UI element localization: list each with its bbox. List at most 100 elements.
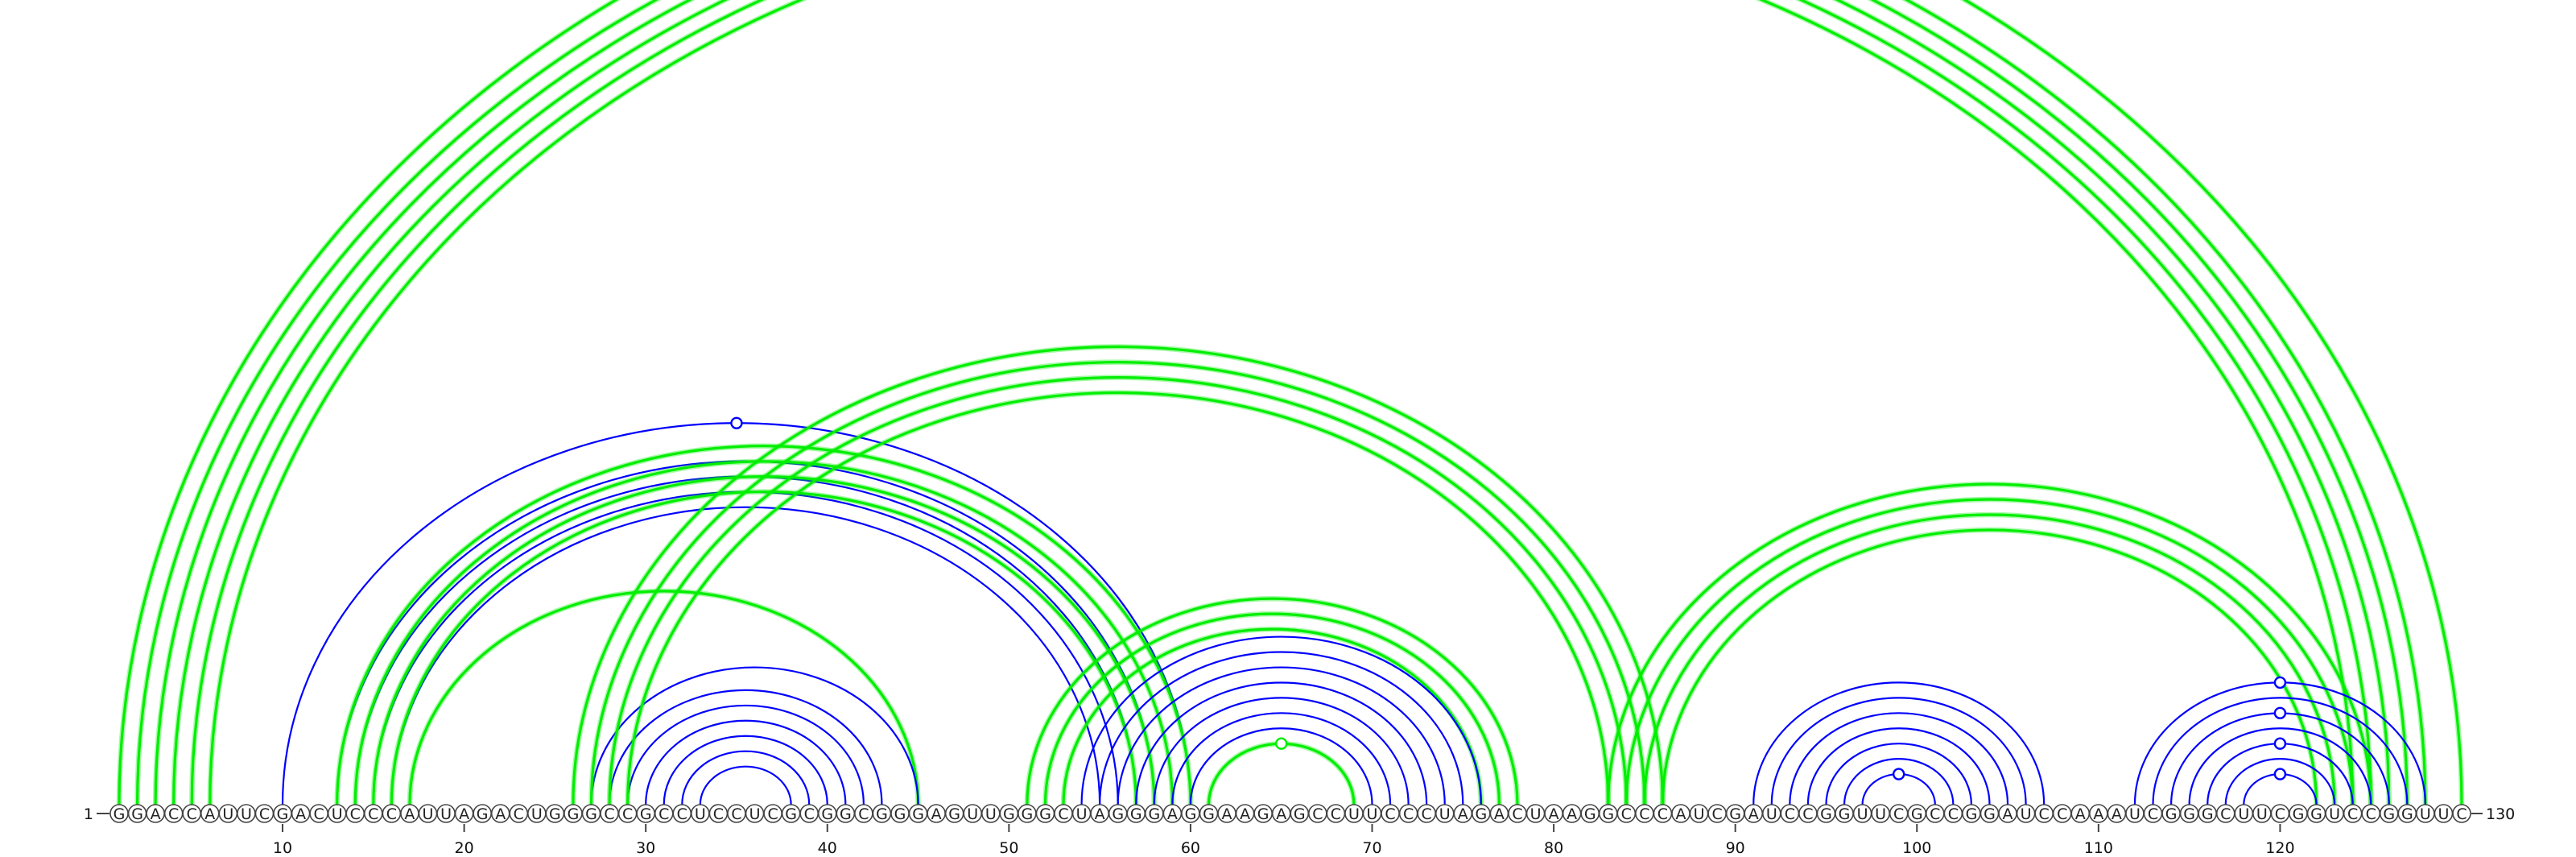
- arc-structure_b-26-86: [572, 346, 1665, 805]
- end-label: 130: [2486, 805, 2515, 823]
- nucleotide-letter: C: [1657, 805, 1668, 823]
- nucleotide-111: A: [2107, 804, 2127, 823]
- nucleotide-letter: U: [749, 805, 761, 823]
- nucleotide-18: U: [418, 804, 438, 823]
- arc-structure_a-96-102: [1843, 758, 1955, 805]
- nucleotide-5: C: [182, 804, 202, 823]
- nucleotide-letter: C: [2366, 805, 2376, 823]
- nucleotide-letter: U: [2129, 805, 2140, 823]
- nucleotide-letter: U: [423, 805, 434, 823]
- nucleotide-123: U: [2325, 804, 2344, 823]
- arc-structure_a-58-72: [1153, 697, 1410, 805]
- nucleotide-37: C: [763, 804, 782, 823]
- arc-green-61-69-glow: [1206, 741, 1357, 805]
- nucleotide-7: U: [218, 804, 238, 823]
- nucleotide-59: A: [1162, 804, 1183, 823]
- nucleotide-letter: G: [2165, 805, 2178, 823]
- nucleotide-letter: C: [259, 805, 270, 823]
- nucleotide-68: C: [1326, 804, 1346, 823]
- arc-structure_b-3-127: [154, 0, 2409, 805]
- nucleotide-letter: G: [1584, 805, 1596, 823]
- arc-apex-marker-97-101: [1892, 768, 1905, 780]
- nucleotide-letter: G: [948, 805, 960, 823]
- tick-label-20: 20: [455, 839, 474, 857]
- nucleotide-44: G: [890, 804, 910, 823]
- nucleotide-letter: A: [1276, 805, 1286, 823]
- nucleotide-letter: C: [514, 805, 524, 823]
- nucleotide-64: G: [1253, 804, 1273, 823]
- nucleotide-112: U: [2125, 804, 2145, 823]
- nucleotide-letter: U: [1766, 805, 1777, 823]
- nucleotide-80: A: [1544, 804, 1563, 823]
- nucleotide-124: C: [2343, 804, 2363, 823]
- nucleotide-letter: C: [1930, 805, 1940, 823]
- nucleotide-24: U: [527, 804, 547, 823]
- tick-label-40: 40: [818, 839, 837, 857]
- nucleotide-52: G: [1035, 804, 1055, 823]
- nucleotide-letter: G: [549, 805, 561, 823]
- nucleotide-letter: G: [2310, 805, 2322, 823]
- nucleotide-letter: U: [2256, 805, 2268, 823]
- nucleotide-letter: U: [2438, 805, 2449, 823]
- nucleotide-letter: C: [2220, 805, 2231, 823]
- nucleotide-letter: G: [1294, 805, 1306, 823]
- nucleotide-35: C: [727, 804, 746, 823]
- nucleotide-98: U: [1871, 804, 1890, 823]
- nucleotide-circle: [2452, 804, 2471, 823]
- nucleotide-77: A: [1489, 804, 1509, 823]
- nucleotide-2: G: [127, 804, 147, 823]
- nucleotide-47: G: [944, 804, 964, 823]
- tick-label-30: 30: [636, 839, 655, 857]
- nucleotide-letter: G: [1039, 805, 1051, 823]
- nucleotide-letter: G: [1602, 805, 1614, 823]
- nucleotide-letter: C: [804, 805, 815, 823]
- arc-apex-marker-114-126: [2273, 706, 2287, 720]
- nucleotide-126: G: [2379, 804, 2399, 823]
- arc-structure_a-57-73: [1135, 681, 1428, 805]
- nucleotide-65: A: [1271, 804, 1291, 823]
- arc-green-28-84-glow: [606, 375, 1629, 805]
- nucleotide-74: U: [1435, 804, 1455, 823]
- nucleotide-55: A: [1090, 804, 1109, 823]
- nucleotide-43: G: [872, 804, 892, 823]
- arc-green-86-122-glow: [1662, 530, 2316, 805]
- arc-structure_a-91-107: [1752, 681, 2046, 805]
- nucleotide-letter: C: [858, 805, 869, 823]
- nucleotide-21: G: [473, 804, 492, 823]
- nucleotide-106: U: [2016, 804, 2036, 823]
- nucleotide-90: G: [1725, 804, 1745, 823]
- nucleotide-letter: C: [1948, 805, 1959, 823]
- nucleotide-letter: A: [2093, 805, 2103, 823]
- nucleotide-91: A: [1744, 804, 1764, 823]
- nucleotide-10: G: [273, 804, 292, 823]
- nucleotide-letter: C: [2347, 805, 2358, 823]
- nucleotide-93: C: [1780, 804, 1800, 823]
- nucleotide-letter: G: [131, 805, 143, 823]
- nucleotide-letter: A: [404, 805, 415, 823]
- arc-structure_a-59-71: [1171, 712, 1392, 805]
- nucleotide-letter: C: [2148, 805, 2158, 823]
- nucleotide-66: G: [1290, 804, 1310, 823]
- nucleotide-27: G: [581, 804, 601, 823]
- nucleotide-letter: G: [1820, 805, 1832, 823]
- nucleotide-letter: G: [1112, 805, 1124, 823]
- nucleotide-letter: C: [2275, 805, 2285, 823]
- nucleotide-61: G: [1199, 804, 1219, 823]
- arc-structure_b-6-124: [208, 0, 2355, 805]
- nucleotide-letter: A: [495, 805, 506, 823]
- nucleotide-letter: C: [1403, 805, 1414, 823]
- nucleotide-letter: A: [931, 805, 942, 823]
- nucleotide-letter: G: [1130, 805, 1142, 823]
- nucleotide-letter: C: [1512, 805, 1522, 823]
- arc-structure_b-17-45: [408, 590, 920, 805]
- nucleotide-69: U: [1344, 804, 1364, 823]
- nucleotide-23: C: [509, 804, 529, 823]
- nucleotide-letter: G: [1257, 805, 1269, 823]
- nucleotide-letter: G: [640, 805, 652, 823]
- nucleotide-81: A: [1562, 804, 1582, 823]
- arc-structure_a-14-57: [354, 475, 1137, 805]
- nucleotide-letter: A: [204, 805, 215, 823]
- nucleotide-letter: G: [585, 805, 597, 823]
- nucleotide-114: G: [2161, 804, 2181, 823]
